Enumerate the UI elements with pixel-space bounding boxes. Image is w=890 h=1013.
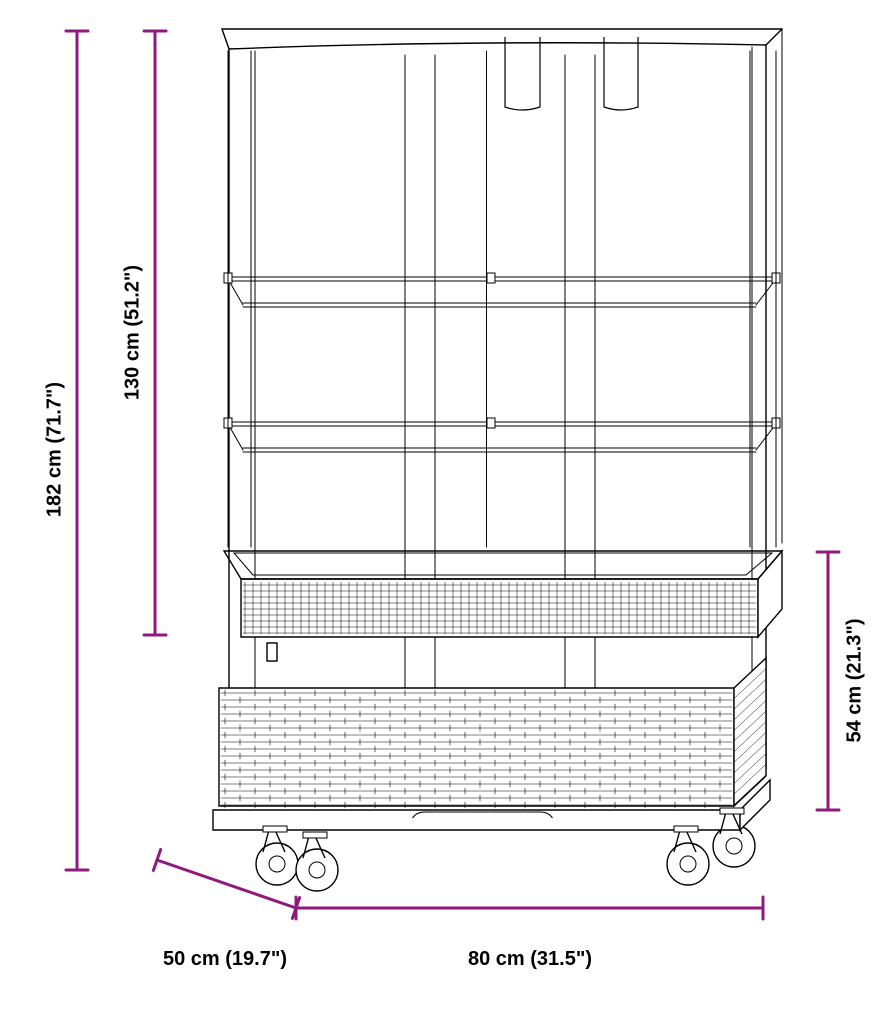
diagram-root: 182 cm (71.7") 130 cm (51.2") 54 cm (21.… bbox=[0, 0, 890, 1013]
dim-total-height-label: 182 cm (71.7") bbox=[44, 360, 67, 540]
diagram-svg bbox=[0, 0, 890, 1013]
dim-planter-height-label: 54 cm (21.3") bbox=[844, 591, 867, 771]
dim-cover-height-label: 130 cm (51.2") bbox=[122, 243, 145, 423]
dim-depth-label: 50 cm (19.7") bbox=[135, 948, 315, 971]
dim-width-label: 80 cm (31.5") bbox=[440, 948, 620, 971]
